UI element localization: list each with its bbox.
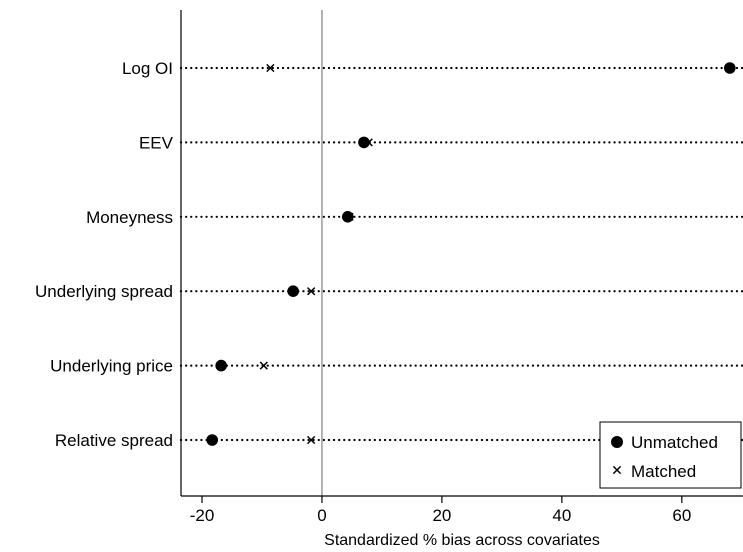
data-marks bbox=[206, 62, 736, 446]
legend-label-unmatched: Unmatched bbox=[631, 433, 718, 452]
category-label: Underlying spread bbox=[35, 282, 173, 301]
category-label: Underlying price bbox=[50, 357, 173, 376]
legend-box bbox=[599, 421, 742, 489]
matched-point bbox=[345, 212, 354, 221]
x-marker-stroke bbox=[259, 361, 268, 370]
legend: Unmatched Matched bbox=[599, 421, 742, 489]
x-marker-stroke bbox=[364, 138, 373, 147]
x-marker-stroke bbox=[266, 63, 275, 73]
x-tick-label: 20 bbox=[432, 506, 451, 525]
category-label: EEV bbox=[139, 133, 174, 152]
category-label: Log OI bbox=[122, 59, 173, 78]
x-tick-label: 0 bbox=[317, 506, 326, 525]
unmatched-point bbox=[215, 359, 227, 372]
axes bbox=[180, 10, 743, 497]
x-axis-ticks: -20 0 20 40 60 bbox=[190, 496, 691, 525]
x-tick-label: 60 bbox=[672, 506, 691, 525]
matched-point bbox=[307, 287, 316, 296]
matched-point bbox=[266, 63, 275, 73]
category-rows: Log OI EEV Moneyness Underlying spread Under… bbox=[35, 59, 743, 450]
x-marker-stroke bbox=[307, 435, 316, 445]
x-marker-stroke bbox=[307, 287, 316, 296]
matched-point bbox=[259, 361, 268, 370]
legend-marker-unmatched bbox=[611, 436, 623, 448]
x-tick-label: 40 bbox=[552, 506, 571, 525]
unmatched-point bbox=[341, 211, 354, 223]
x-tick-label: -20 bbox=[190, 506, 215, 525]
legend-marker-matched bbox=[612, 465, 622, 475]
legend-x-marker bbox=[612, 465, 622, 475]
x-marker-stroke bbox=[345, 212, 354, 221]
matched-point bbox=[307, 435, 316, 445]
category-label: Moneyness bbox=[86, 208, 173, 227]
category-label: Relative spread bbox=[55, 431, 173, 450]
unmatched-point bbox=[724, 62, 736, 74]
unmatched-point bbox=[206, 434, 218, 446]
x-marker-stroke bbox=[612, 465, 622, 475]
matched-point bbox=[364, 138, 373, 147]
x-axis-title: Standardized % bias across covariates bbox=[324, 532, 600, 549]
legend-label-matched: Matched bbox=[631, 462, 696, 481]
unmatched-point bbox=[287, 285, 299, 298]
